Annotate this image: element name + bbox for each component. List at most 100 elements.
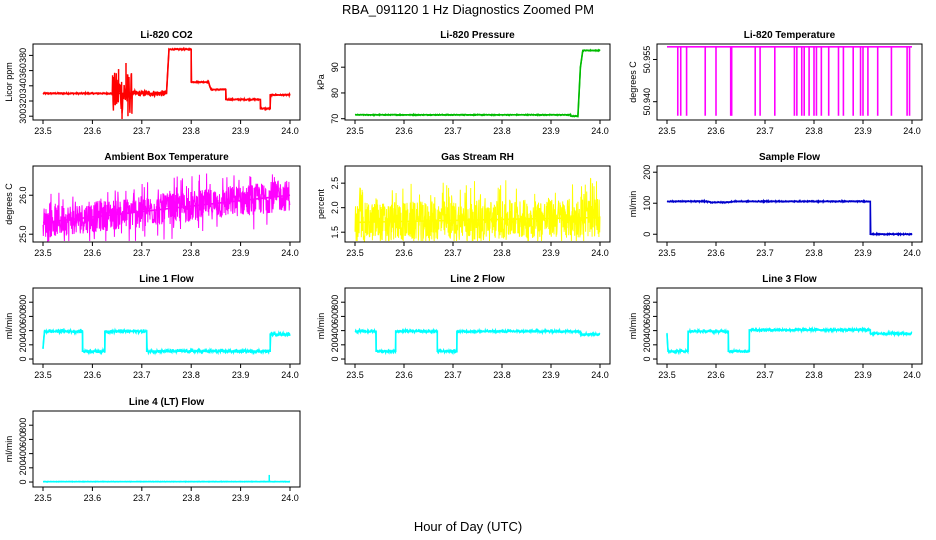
- x-tick-label: 23.5: [346, 370, 364, 380]
- x-tick-label: 23.7: [133, 248, 151, 258]
- x-tick-label: 23.9: [232, 126, 250, 136]
- x-tick-label: 23.8: [493, 370, 511, 380]
- panel-4: Gas Stream RH 23.5 23.6 23.7 23.8 23.9 24.0 1.5…: [316, 152, 611, 258]
- x-tick-label: 23.5: [346, 126, 364, 136]
- y-tick-label: 50.955: [642, 46, 652, 74]
- x-tick-label: 23.6: [395, 370, 413, 380]
- x-tick-label: 23.6: [84, 370, 102, 380]
- x-tick-label: 23.8: [182, 126, 200, 136]
- plot-frame: [32, 287, 301, 365]
- x-tick-label: 23.5: [34, 370, 52, 380]
- plot-frame: [32, 43, 301, 121]
- panel-title: Line 3 Flow: [762, 274, 817, 285]
- x-tick-label: 24.0: [281, 126, 299, 136]
- x-tick-label: 23.8: [805, 126, 823, 136]
- y-tick-label: 800: [642, 295, 652, 310]
- y-axis-label: ml/min: [628, 191, 638, 218]
- x-tick-label: 23.5: [658, 370, 676, 380]
- y-axis-label: ml/min: [316, 313, 326, 340]
- y-tick-label: 200: [642, 337, 652, 352]
- x-tick-label: 23.9: [542, 370, 560, 380]
- x-tick-label: 23.7: [133, 126, 151, 136]
- y-tick-label: 0: [330, 357, 340, 362]
- series-line: [354, 177, 601, 242]
- panel-2: Li-820 Temperature 23.5 23.6 23.7 23.8 23.9 24…: [628, 30, 923, 136]
- panel-title: Sample Flow: [759, 152, 820, 163]
- x-tick-label: 23.5: [658, 126, 676, 136]
- y-tick-label: 400: [642, 323, 652, 338]
- y-tick-label: 200: [330, 337, 340, 352]
- y-tick-label: 90: [330, 62, 340, 72]
- x-tick-label: 24.0: [281, 493, 299, 503]
- y-tick-label: 0: [18, 357, 28, 362]
- x-tick-label: 23.6: [395, 126, 413, 136]
- y-tick-label: 360: [18, 63, 28, 78]
- panel-title: Li-820 Temperature: [744, 30, 836, 41]
- chart-panels: Li-820 CO2 23.5 23.6 23.7 23.8 23.9 24.0 300320…: [4, 30, 923, 503]
- panel-title: Ambient Box Temperature: [104, 152, 229, 163]
- x-tick-label: 23.7: [444, 370, 462, 380]
- series-steps: [355, 330, 600, 353]
- x-tick-label: 23.9: [854, 126, 872, 136]
- panel-1: Li-820 Pressure 23.5 23.6 23.7 23.8 23.9 24.0 7…: [316, 30, 611, 136]
- x-tick-label: 24.0: [903, 370, 921, 380]
- x-tick-label: 23.5: [658, 248, 676, 258]
- y-tick-label: 1.5: [330, 226, 340, 239]
- y-tick-label: 2.0: [330, 201, 340, 214]
- x-tick-label: 23.5: [34, 493, 52, 503]
- series-steps: [43, 48, 290, 110]
- x-tick-label: 23.6: [707, 370, 725, 380]
- panel-6: Line 1 Flow 23.5 23.6 23.7 23.8 23.9 24.0 0 2004…: [4, 274, 301, 380]
- y-tick-label: 800: [18, 418, 28, 433]
- y-tick-label: 0: [642, 357, 652, 362]
- y-axis-label: degrees C: [4, 183, 14, 225]
- series-steps: [42, 194, 291, 224]
- x-tick-label: 23.9: [542, 248, 560, 258]
- y-axis-label: ml/min: [628, 313, 638, 340]
- x-tick-label: 23.7: [133, 493, 151, 503]
- panel-7: Line 2 Flow 23.5 23.6 23.7 23.8 23.9 24.0 0 2004…: [316, 274, 611, 380]
- x-tick-label: 24.0: [281, 248, 299, 258]
- y-tick-label: 200: [18, 460, 28, 475]
- x-tick-label: 23.7: [444, 126, 462, 136]
- y-tick-label: 70: [330, 114, 340, 124]
- plot-frame: [32, 410, 301, 488]
- x-tick-label: 24.0: [281, 370, 299, 380]
- y-tick-label: 0: [18, 480, 28, 485]
- panel-title: Gas Stream RH: [441, 152, 514, 163]
- x-tick-label: 23.7: [756, 126, 774, 136]
- x-tick-label: 24.0: [591, 248, 609, 258]
- plot-frame: [656, 287, 923, 365]
- y-axis-label: ml/min: [4, 436, 14, 463]
- y-axis-label: degrees C: [628, 61, 638, 103]
- x-tick-label: 23.9: [854, 248, 872, 258]
- y-tick-label: 400: [330, 323, 340, 338]
- y-tick-label: 0: [642, 232, 652, 237]
- x-tick-label: 23.7: [756, 248, 774, 258]
- y-axis-label: percent: [316, 188, 326, 219]
- x-tick-label: 23.7: [444, 248, 462, 258]
- x-tick-label: 23.8: [493, 248, 511, 258]
- series-line: [666, 198, 913, 237]
- plot-frame: [344, 165, 611, 243]
- plot-frame: [656, 43, 923, 121]
- panel-0: Li-820 CO2 23.5 23.6 23.7 23.8 23.9 24.0 300320…: [4, 30, 301, 136]
- series-line: [42, 173, 291, 242]
- series-line: [666, 325, 913, 356]
- y-tick-label: 340: [18, 78, 28, 93]
- x-tick-label: 23.8: [182, 493, 200, 503]
- x-tick-label: 23.5: [346, 248, 364, 258]
- plot-frame: [32, 165, 301, 243]
- x-tick-label: 24.0: [903, 126, 921, 136]
- x-tick-label: 23.8: [493, 126, 511, 136]
- y-tick-label: 300: [18, 109, 28, 124]
- y-tick-label: 80: [330, 88, 340, 98]
- series-steps: [42, 330, 290, 353]
- x-tick-label: 23.6: [84, 248, 102, 258]
- y-axis-label: Licor ppm: [4, 62, 14, 102]
- series-steps: [354, 216, 601, 224]
- panel-5: Sample Flow 23.5 23.6 23.7 23.8 23.9 24.0 0 100 2…: [628, 152, 923, 258]
- series-steps: [667, 200, 912, 235]
- figure-title: RBA_091120 1 Hz Diagnostics Zoomed PM: [342, 2, 594, 17]
